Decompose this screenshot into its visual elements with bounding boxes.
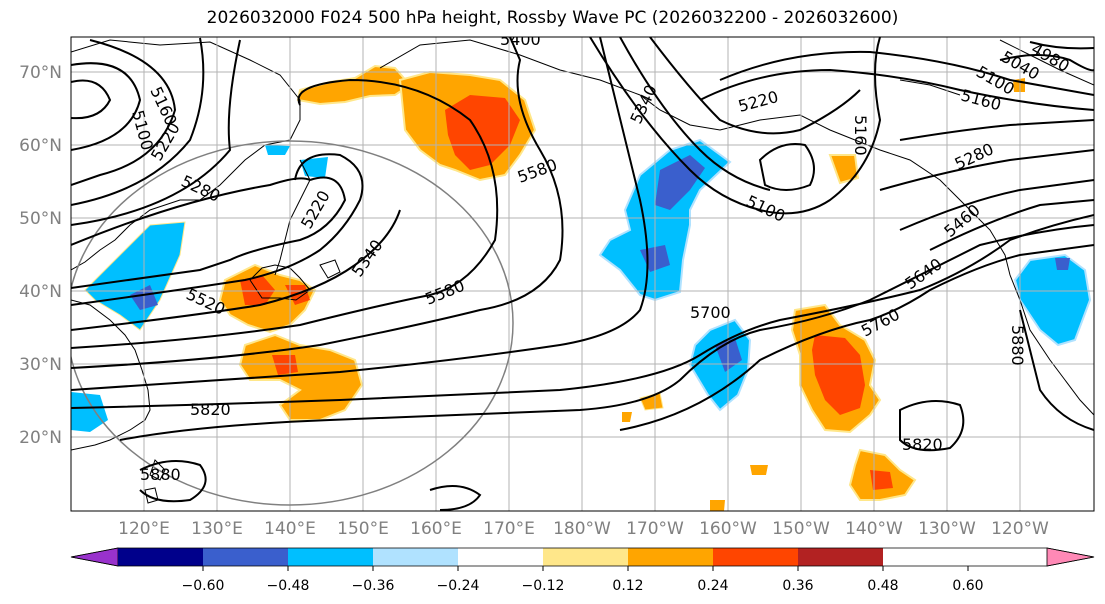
colorbar: −0.60 −0.48 −0.36 −0.24 −0.12 0.12 0.24 … xyxy=(70,547,1095,594)
lon-label: 140°E xyxy=(264,519,316,539)
contour-label: 5820 xyxy=(190,400,231,419)
contour-label: 5160 xyxy=(851,115,870,156)
colorbar-segment xyxy=(118,548,203,566)
colorbar-high-extend xyxy=(1046,547,1095,567)
lon-label: 140°W xyxy=(845,519,903,539)
lon-label: 120°E xyxy=(118,519,170,539)
map-title: 2026032000 F024 500 hPa height, Rossby W… xyxy=(206,8,899,28)
lon-label: 170°W xyxy=(626,519,684,539)
colorbar-segment xyxy=(458,548,543,566)
lon-label: 130°E xyxy=(191,519,243,539)
contour-label: 5820 xyxy=(902,435,943,454)
region-circle xyxy=(71,140,514,506)
lat-label: 70°N xyxy=(19,63,62,83)
lat-label: 50°N xyxy=(19,209,62,229)
map-frame xyxy=(70,36,1095,512)
colorbar-low-extend xyxy=(70,547,119,567)
latitude-labels: 70°N 60°N 50°N 40°N 30°N 20°N xyxy=(19,63,62,448)
colorbar-tick: −0.60 xyxy=(182,578,225,594)
lat-label: 20°N xyxy=(19,428,62,448)
colorbar-segment xyxy=(543,548,628,566)
lat-label: 60°N xyxy=(19,136,62,156)
colorbar-segment xyxy=(288,548,373,566)
contour-label: 5700 xyxy=(690,303,731,322)
colorbar-tick: 0.48 xyxy=(867,578,898,594)
colorbar-tick: −0.36 xyxy=(352,578,395,594)
colorbar-tick: 0.36 xyxy=(782,578,813,594)
anomaly-shading xyxy=(71,64,1092,511)
colorbar-tick: −0.24 xyxy=(437,578,480,594)
colorbar-tick: 0.60 xyxy=(952,578,983,594)
contour-label: 5880 xyxy=(140,465,181,484)
lon-label: 170°E xyxy=(483,519,535,539)
lon-label: 130°W xyxy=(918,519,976,539)
lon-label: 120°W xyxy=(991,519,1049,539)
height-contours xyxy=(71,37,1094,511)
colorbar-segment xyxy=(373,548,458,566)
lat-label: 40°N xyxy=(19,282,62,302)
lon-label: 180°W xyxy=(553,519,611,539)
lon-label: 160°W xyxy=(699,519,757,539)
lat-label: 30°N xyxy=(19,355,62,375)
colorbar-tick: 0.12 xyxy=(612,578,643,594)
lon-label: 150°E xyxy=(337,519,389,539)
graticule xyxy=(71,37,1094,511)
colorbar-tick: 0.24 xyxy=(697,578,728,594)
colorbar-segment xyxy=(203,548,288,566)
colorbar-tick: −0.12 xyxy=(522,578,565,594)
colorbar-tick: −0.48 xyxy=(267,578,310,594)
contour-label: 5880 xyxy=(1008,325,1027,366)
lon-label: 160°E xyxy=(410,519,462,539)
colorbar-segment xyxy=(798,548,883,566)
colorbar-segment xyxy=(628,548,713,566)
lon-label: 150°W xyxy=(772,519,830,539)
contour-label: 5400 xyxy=(500,30,541,49)
colorbar-segment xyxy=(713,548,798,566)
longitude-labels: 120°E 130°E 140°E 150°E 160°E 170°E 180°… xyxy=(118,519,1049,539)
